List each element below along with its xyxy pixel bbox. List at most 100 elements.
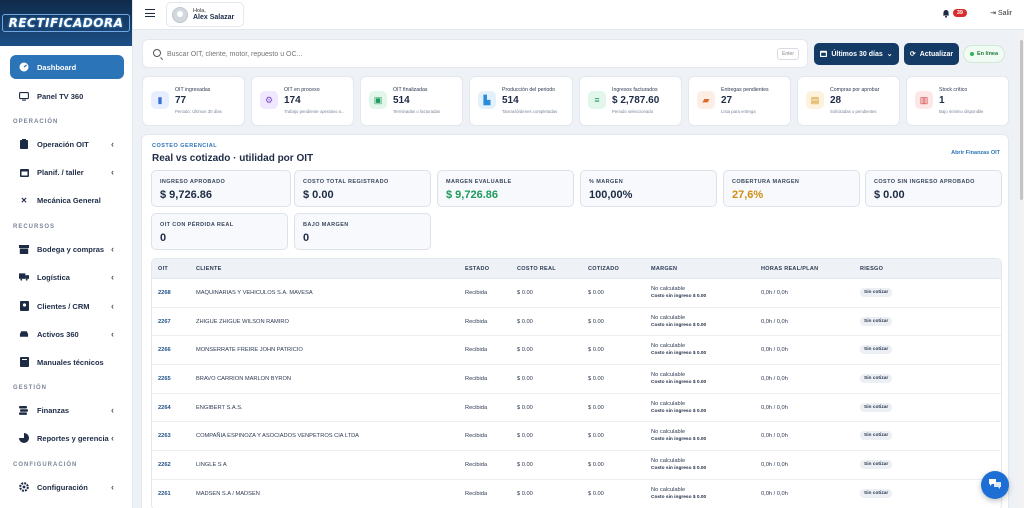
sidebar-item-dashboard[interactable]: Dashboard: [10, 55, 124, 79]
gear-icon: [19, 482, 29, 492]
sidebar-item-bodega-compras[interactable]: Bodega y compras ‹: [10, 237, 124, 261]
kpi-card-compras-por-aprobar[interactable]: ▤ Compras por aprobar 28 Solicitadas o p…: [797, 76, 900, 126]
status-label: En línea: [976, 51, 999, 57]
oit-link[interactable]: 2267: [158, 318, 171, 325]
sidebar-item-activos-360[interactable]: Activos 360 ‹: [10, 322, 124, 346]
column-header[interactable]: HORAS REAL/PLAN: [761, 266, 819, 272]
status-text: Recibida: [465, 318, 488, 325]
section-configuracion: CONFIGURACIÓN: [13, 462, 78, 468]
table-row[interactable]: 2263 COMPAÑIA ESPINOZA Y ASOCIADOS VENPET…: [152, 422, 1001, 452]
kpi-card-entregas-pendientes[interactable]: ▰ Entregas pendientes 27 Lista para entr…: [688, 76, 791, 126]
column-header[interactable]: MARGEN: [651, 266, 678, 272]
refresh-button[interactable]: ⟳ Actualizar: [904, 43, 959, 65]
client-name: MONSERRATE FREIRE JOHN PATRICIO: [196, 347, 303, 354]
sidebar-item-logistica[interactable]: Logística ‹: [10, 265, 124, 289]
metric-label: INGRESO APROBADO: [160, 179, 226, 185]
sidebar-item-configuracion[interactable]: Configuración ‹: [10, 475, 124, 499]
greeting: Hola,: [193, 8, 206, 14]
kpi-card-stock-critico[interactable]: ▥ Stock crítico 1 Bajo mínimo disponible: [906, 76, 1009, 126]
user-profile[interactable]: Hola, Alex Salazar: [166, 2, 244, 27]
kpi-subtext: Tareas/órdenes completadas: [502, 109, 558, 114]
table-row[interactable]: 2268 MAQUINARIAS Y VEHICULOS S.A. MAVESA R…: [152, 279, 1001, 308]
table-row[interactable]: 2267 ZHIGUE ZHIGUE WILSON RAMIRO Recibida $…: [152, 308, 1001, 337]
risk-badge: Sin cotizar: [860, 431, 893, 441]
column-header[interactable]: CLIENTE: [196, 266, 222, 272]
kpi-value: 1: [939, 95, 945, 106]
open-finanzas-link[interactable]: Abrir Finanzas OIT: [951, 150, 1000, 156]
chat-support-button[interactable]: [981, 471, 1009, 499]
oit-link[interactable]: 2266: [158, 347, 171, 354]
sidebar-item-mecanica-general[interactable]: ✕ Mecánica General: [10, 188, 124, 212]
scrollbar-thumb[interactable]: [1020, 40, 1023, 200]
real-cost: $ 0.00: [517, 318, 533, 325]
column-header[interactable]: COSTO REAL: [517, 266, 556, 272]
column-header[interactable]: OIT: [158, 266, 169, 272]
oit-link[interactable]: 2268: [158, 290, 171, 296]
kpi-card-produccion-periodo[interactable]: ▙ Producción del periodo 514 Tareas/órde…: [469, 76, 573, 126]
table-row[interactable]: 2266 MONSERRATE FREIRE JOHN PATRICIO Recib…: [152, 336, 1001, 366]
metric-bajo-margen: BAJO MARGEN 0: [294, 213, 431, 250]
enter-key-hint[interactable]: Enter: [777, 48, 799, 60]
kpi-label: Stock crítico: [939, 87, 968, 93]
kpi-subtext: Lista para entrega: [721, 109, 756, 114]
coins-icon: [19, 405, 29, 415]
pie-chart-icon: [19, 433, 29, 443]
sidebar-item-finanzas[interactable]: Finanzas ‹: [10, 398, 124, 422]
sidebar-item-planif-taller[interactable]: Planif. / taller ‹: [10, 160, 124, 184]
status-text: Recibida: [465, 290, 488, 296]
sidebar-item-label: Bodega y compras: [37, 244, 105, 254]
oit-link[interactable]: 2261: [158, 490, 171, 497]
kpi-card-ingresos-facturados[interactable]: ≡ Ingresos facturados $ 2,787.60 Periodo…: [579, 76, 682, 126]
chevron-left-icon: ‹: [111, 272, 114, 282]
margin-subtext: Costo sin ingreso $ 0.00: [651, 351, 707, 357]
margin-subtext: Costo sin ingreso $ 0.00: [651, 494, 707, 500]
oit-link[interactable]: 2264: [158, 404, 171, 411]
kpi-subtext: Periodo: Últimos 30 días: [175, 109, 222, 114]
oit-link[interactable]: 2263: [158, 433, 171, 440]
calendar-icon: [19, 167, 29, 177]
page-scrollbar[interactable]: [1019, 30, 1024, 508]
metric-value: 100,00%: [589, 189, 633, 201]
table-row[interactable]: 2262 LINGLE S A Recibida $ 0.00 $ 0.00 No cal…: [152, 451, 1001, 480]
risk-badge: Sin cotizar: [860, 374, 893, 384]
kpi-card-oit-finalizadas[interactable]: ▣ OIT finalizadas 514 Terminadas o factu…: [360, 76, 463, 126]
table-row[interactable]: 2261 MADSEN S.A / MADSEN Recibida $ 0.00 $ 0…: [152, 480, 1001, 508]
menu-toggle-icon[interactable]: [145, 9, 155, 17]
date-range-dropdown[interactable]: Últimos 30 días ⌄: [814, 43, 899, 65]
sidebar-item-clientes-crm[interactable]: Clientes / CRM ‹: [10, 294, 124, 318]
bell-icon[interactable]: [942, 9, 950, 20]
logout-button[interactable]: ⇥ Salir: [990, 9, 1012, 17]
box-alert-icon: ▥: [915, 91, 933, 109]
search-input[interactable]: [167, 47, 767, 61]
truck-icon: [19, 272, 29, 282]
kpi-card-oit-ingresadas[interactable]: ▮ OIT ingresadas 77 Periodo: Últimos 30 …: [142, 76, 245, 126]
column-header[interactable]: COTIZADO: [588, 266, 620, 272]
quoted-amount: $ 0.00: [588, 433, 604, 440]
margin-value: No calculable: [651, 286, 686, 292]
table-row[interactable]: 2265 BRAVO CARRION MARLON BYRON Recibida $ …: [152, 365, 1001, 394]
sidebar-item-manuales-tecnicos[interactable]: Manuales técnicos: [10, 350, 124, 374]
sidebar-item-label: Dashboard: [37, 62, 77, 72]
metric-ingreso-aprobado: INGRESO APROBADO $ 9,726.86: [151, 170, 291, 207]
column-header[interactable]: RIESGO: [860, 266, 884, 272]
chevron-left-icon: ‹: [111, 405, 114, 415]
sidebar-item-label: Reportes y gerencia: [37, 433, 109, 443]
oit-link[interactable]: 2265: [158, 376, 171, 383]
kpi-card-oit-en-proceso[interactable]: ⚙ OIT en proceso 174 Trabajo pendiente o…: [251, 76, 354, 126]
metric-label: OIT CON PÉRDIDA REAL: [160, 222, 234, 228]
column-header[interactable]: ESTADO: [465, 266, 490, 272]
oit-link[interactable]: 2262: [158, 462, 171, 469]
quoted-amount: $ 0.00: [588, 462, 604, 469]
kpi-subtext: Terminadas o facturadas: [393, 109, 441, 114]
kpi-value: 77: [175, 95, 187, 106]
sidebar-item-operacion-oit[interactable]: Operación OIT ‹: [10, 132, 124, 156]
kpi-label: Producción del periodo: [502, 87, 556, 93]
sidebar-item-reportes-gerencia[interactable]: Reportes y gerencia ‹: [10, 426, 124, 450]
hours-real-plan: 0,0h / 0,0h: [761, 290, 788, 296]
gears-icon: ⚙: [260, 91, 278, 109]
table-row[interactable]: 2264 ENGIBERT S.A.S. Recibida $ 0.00 $ 0.00 N…: [152, 394, 1001, 423]
sidebar-item-panel-tv[interactable]: Panel TV 360: [10, 84, 124, 108]
brand-logo[interactable]: RECTIFICADORA: [0, 0, 132, 46]
kpi-value: $ 2,787.60: [612, 95, 660, 106]
metric-porcentaje-margen: % MARGEN 100,00%: [580, 170, 717, 207]
